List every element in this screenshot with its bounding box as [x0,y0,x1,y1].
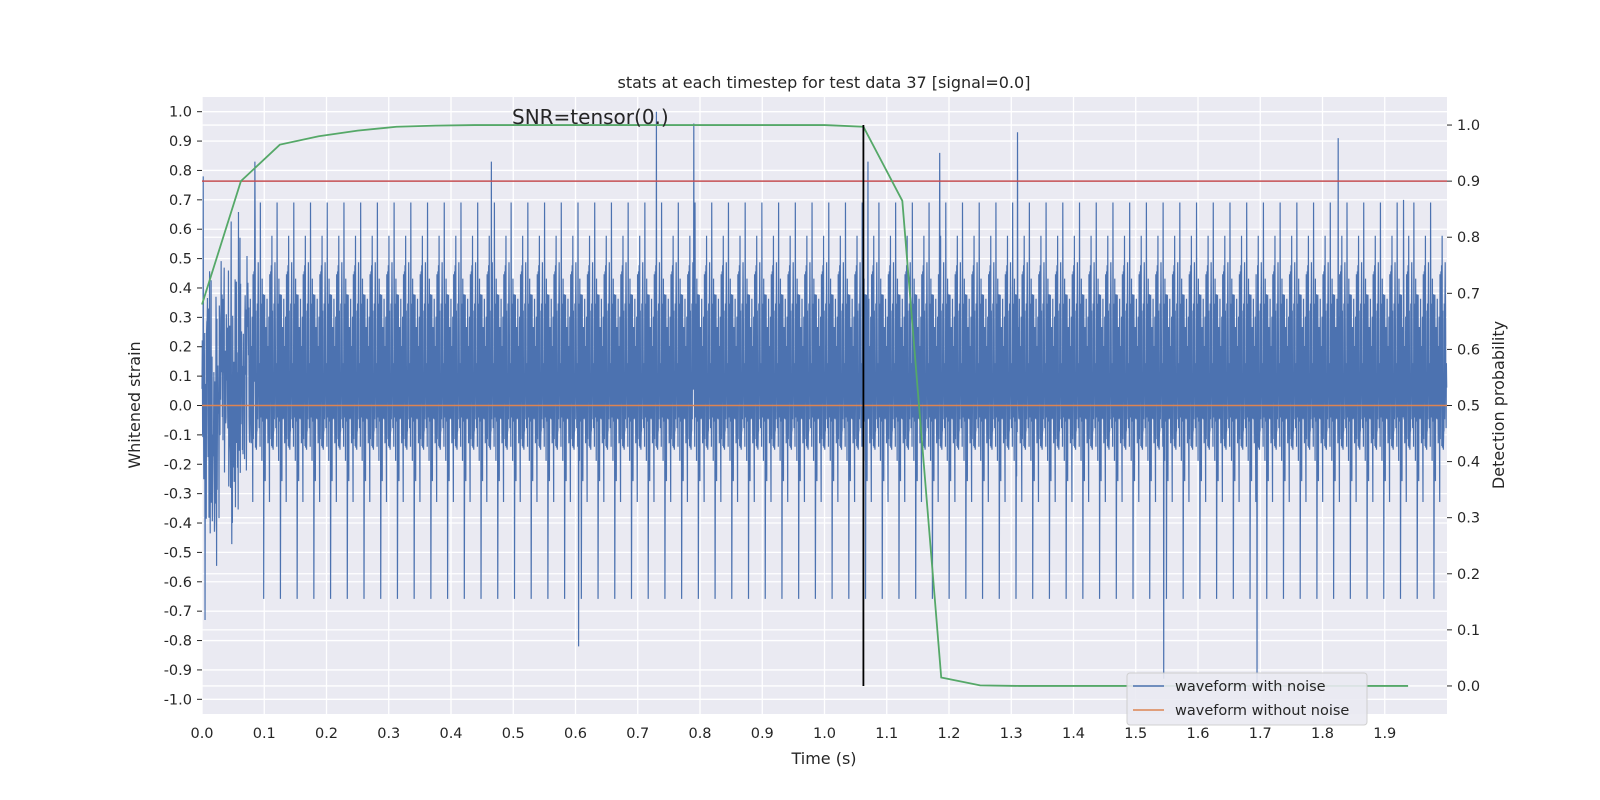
x-tick-label: 1.2 [937,726,960,742]
y-tick-label: -0.3 [164,487,192,503]
y2-tick-label: 0.4 [1457,455,1480,471]
chart-title: stats at each timestep for test data 37 … [618,73,1031,92]
y-tick-label: 0.5 [169,252,192,268]
x-axis-title: Time (s) [790,749,856,768]
y-tick-label: 0.6 [169,222,192,238]
y-tick-label: -0.5 [164,545,192,561]
x-tick-label: 0.2 [315,726,338,742]
axes-labels: 0.0 0.1 0.2 0.3 0.4 0.5 0.6 0.7 0.8 0.9 1.0 1.1 1.2 1… [164,105,1480,742]
x-tick-label: 0.1 [253,726,276,742]
x-tick-label: 0.4 [439,726,462,742]
y-tick-label: -0.7 [164,604,192,620]
y2-tick-label: 0.3 [1457,511,1480,527]
y-tick-label: 0.7 [169,193,192,209]
y-tick-label: -0.2 [164,457,192,473]
x-tick-label: 1.7 [1249,726,1272,742]
x-tick-label: 0.0 [190,726,213,742]
y-tick-label: -0.9 [164,663,192,679]
x-tick-label: 0.7 [626,726,649,742]
x-tick-label: 1.9 [1373,726,1396,742]
y-tick-label: 1.0 [169,105,192,121]
x-tick-label: 1.3 [1000,726,1023,742]
y-tick-label: 0.8 [169,163,192,179]
y-tick-label: -0.6 [164,575,192,591]
legend-box [1126,672,1368,726]
snr-annotation: SNR=tensor(0.) [512,105,669,129]
y-tick-label: 0.1 [169,369,192,385]
y2-tick-label: 0.1 [1457,623,1480,639]
y2-tick-label: 0.5 [1457,399,1480,415]
x-tick-label: 1.4 [1062,726,1085,742]
x-tick-label: 0.6 [564,726,587,742]
y2-tick-label: 0.6 [1457,342,1480,358]
x-tick-label: 0.8 [688,726,711,742]
y-tick-label: 0.9 [169,134,192,150]
y-axis-title: Whitened strain [125,341,144,468]
y-tick-label: 0.4 [169,281,192,297]
y2-tick-label: 1.0 [1457,118,1480,134]
y-tick-label: 0.2 [169,340,192,356]
y-tick-label: 0.0 [169,399,192,415]
y-tick-label: 0.3 [169,310,192,326]
y2-tick-label: 0.0 [1457,679,1480,695]
y2-tick-label: 0.8 [1457,230,1480,246]
y-tick-label: -1.0 [164,692,192,708]
y2-axis-title: Detection probability [1489,321,1508,489]
x-tick-label: 1.5 [1124,726,1147,742]
x-tick-label: 0.5 [502,726,525,742]
x-tick-label: 0.9 [751,726,774,742]
y-tick-label: -0.1 [164,428,192,444]
legend-label-noisy: waveform with noise [1175,679,1326,695]
x-tick-label: 1.6 [1186,726,1209,742]
y-tick-label: -0.4 [164,516,192,532]
legend-label-clean: waveform without noise [1175,703,1349,719]
y2-tick-label: 0.7 [1457,286,1480,302]
x-tick-label: 1.0 [813,726,836,742]
y-tick-label: -0.8 [164,634,192,650]
x-tick-label: 0.3 [377,726,400,742]
x-tick-label: 1.8 [1311,726,1334,742]
x-tick-label: 1.1 [875,726,898,742]
series-line-waveform-with-noise [201,111,1448,685]
legend: waveform with noise waveform without noi… [1126,672,1368,726]
y2-tick-label: 0.9 [1457,174,1480,190]
y2-tick-label: 0.2 [1457,567,1480,583]
